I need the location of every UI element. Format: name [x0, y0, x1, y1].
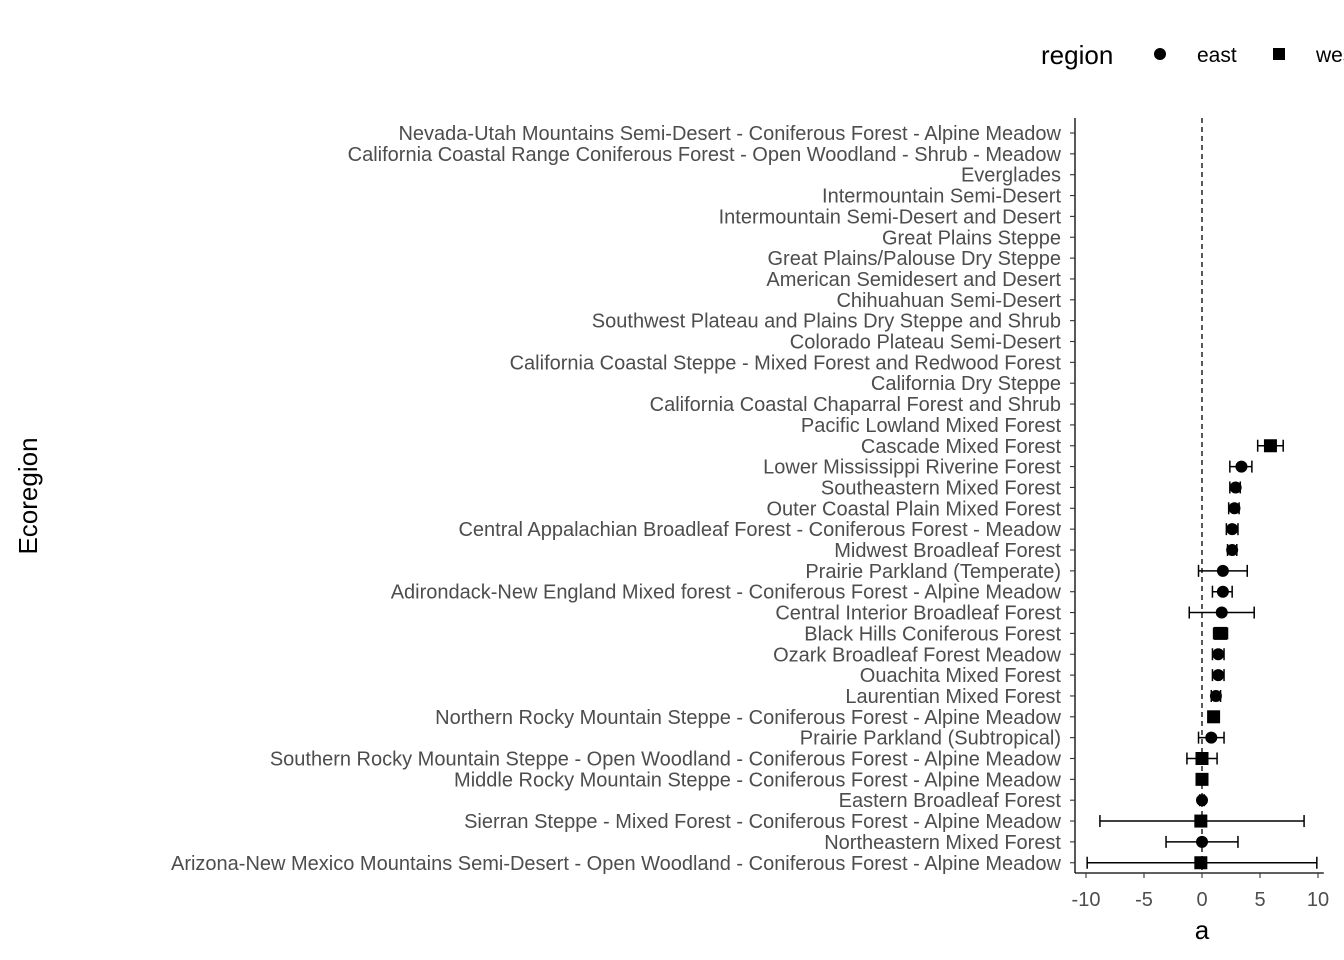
data-point-east: [1216, 564, 1229, 577]
data-point-east: [1226, 523, 1239, 536]
y-tick-label: Laurentian Mixed Forest: [845, 686, 1061, 708]
data-point-east: [1215, 606, 1228, 619]
y-tick-label: Southeastern Mixed Forest: [821, 477, 1062, 499]
legend-title: region: [1041, 40, 1113, 70]
y-tick-label: Eastern Broadleaf Forest: [839, 790, 1062, 812]
y-tick-label: Prairie Parkland (Subtropical): [800, 728, 1061, 750]
y-tick-label: Cascade Mixed Forest: [861, 436, 1062, 458]
data-point-east: [1229, 481, 1242, 494]
y-tick-label: Arizona-New Mexico Mountains Semi-Desert…: [171, 853, 1062, 875]
y-tick-label: Great Plains/Palouse Dry Steppe: [768, 248, 1062, 270]
y-tick-label: Northeastern Mixed Forest: [824, 832, 1061, 854]
data-point-east: [1228, 502, 1241, 515]
x-tick-label: 5: [1254, 889, 1265, 911]
y-tick-label: Everglades: [961, 165, 1061, 187]
y-tick-label: Nevada-Utah Mountains Semi-Desert - Coni…: [398, 123, 1061, 145]
data-point-west: [1195, 772, 1209, 786]
y-tick-label: Chihuahuan Semi-Desert: [836, 290, 1061, 312]
y-tick-label: Intermountain Semi-Desert and Desert: [719, 206, 1062, 228]
data-point-east: [1235, 460, 1248, 473]
y-tick-label: California Coastal Chaparral Forest and …: [650, 394, 1061, 416]
y-tick-label: Sierran Steppe - Mixed Forest - Conifero…: [464, 811, 1061, 833]
y-tick-label: Black Hills Coniferous Forest: [804, 623, 1061, 645]
y-tick-label: California Dry Steppe: [871, 373, 1061, 395]
x-tick-label: 10: [1307, 889, 1329, 911]
data-point-east: [1212, 648, 1225, 661]
y-tick-label: American Semidesert and Desert: [766, 269, 1061, 291]
y-tick-label: Southern Rocky Mountain Steppe - Open Wo…: [270, 749, 1062, 771]
data-point-west: [1207, 710, 1221, 724]
y-tick-label: California Coastal Steppe - Mixed Forest…: [510, 352, 1062, 374]
data-point-west: [1194, 814, 1208, 828]
data-point-west: [1263, 439, 1277, 453]
y-tick-label: Central Interior Broadleaf Forest: [775, 603, 1061, 625]
data-point-east: [1209, 689, 1222, 702]
y-tick-label: Middle Rocky Mountain Steppe - Coniferou…: [454, 769, 1062, 791]
x-tick-label: -5: [1135, 889, 1153, 911]
legend-marker-west: [1273, 48, 1285, 60]
y-tick-label: Ozark Broadleaf Forest Meadow: [773, 644, 1061, 666]
data-point-west: [1194, 856, 1208, 870]
y-tick-label: Colorado Plateau Semi-Desert: [790, 332, 1062, 354]
data-point-east: [1205, 731, 1218, 744]
legend: region east west: [1041, 40, 1344, 70]
y-tick-label: Great Plains Steppe: [882, 227, 1061, 249]
y-tick-label: Lower Mississippi Riverine Forest: [763, 457, 1061, 479]
y-tick-label: Northern Rocky Mountain Steppe - Conifer…: [435, 707, 1061, 729]
y-tick-label: Southwest Plateau and Plains Dry Steppe …: [592, 311, 1061, 333]
y-tick-label: Pacific Lowland Mixed Forest: [801, 415, 1062, 437]
y-tick-label: Midwest Broadleaf Forest: [834, 540, 1061, 562]
y-tick-label: California Coastal Range Coniferous Fore…: [348, 144, 1062, 166]
y-tick-label: Adirondack-New England Mixed forest - Co…: [391, 582, 1062, 604]
y-tick-label: Outer Coastal Plain Mixed Forest: [766, 498, 1061, 520]
data-point-east: [1196, 835, 1208, 848]
data-point-east: [1216, 585, 1229, 598]
y-tick-label: Prairie Parkland (Temperate): [805, 561, 1061, 583]
plot-area: Nevada-Utah Mountains Semi-Desert - Coni…: [171, 118, 1329, 911]
y-axis-title: Ecoregion: [13, 437, 43, 554]
y-tick-label: Ouachita Mixed Forest: [860, 665, 1062, 687]
legend-label-east: east: [1197, 44, 1237, 67]
legend-marker-east: [1154, 48, 1166, 60]
y-tick-label: Intermountain Semi-Desert: [822, 186, 1061, 208]
legend-label-west: west: [1315, 44, 1344, 67]
data-point-east: [1212, 669, 1225, 682]
y-tick-label: Central Appalachian Broadleaf Forest - C…: [458, 519, 1061, 541]
x-tick-label: -10: [1072, 889, 1101, 911]
data-point-west: [1195, 752, 1209, 765]
data-point-west: [1214, 626, 1228, 640]
x-tick-label: 0: [1196, 889, 1207, 911]
x-axis-title: a: [1195, 915, 1210, 945]
data-point-east: [1196, 794, 1208, 807]
data-point-east: [1226, 544, 1239, 556]
